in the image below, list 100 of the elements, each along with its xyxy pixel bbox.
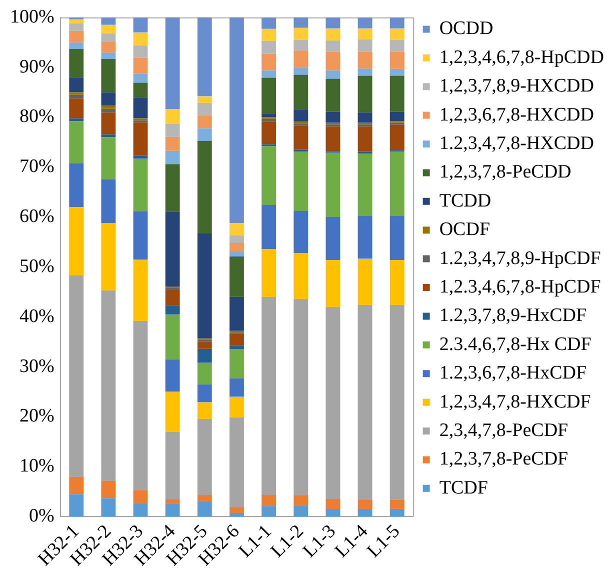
bar xyxy=(165,289,180,306)
legend-label: OCDD xyxy=(439,18,494,40)
bar xyxy=(230,507,244,513)
bar xyxy=(262,70,276,78)
bar xyxy=(294,210,308,253)
bar xyxy=(326,40,340,52)
bar xyxy=(294,67,308,75)
bar xyxy=(101,52,116,59)
bar xyxy=(262,17,276,29)
bar xyxy=(133,156,148,159)
bar xyxy=(133,122,148,156)
bar xyxy=(133,17,148,32)
bar xyxy=(230,345,244,350)
bar xyxy=(101,112,116,134)
bar xyxy=(197,342,212,349)
bar xyxy=(133,259,148,321)
bar xyxy=(262,28,276,41)
bar xyxy=(133,158,148,212)
bar xyxy=(197,362,212,384)
legend-label: 2,3,4,7,8-PeCDF xyxy=(439,420,568,441)
bar xyxy=(390,76,404,112)
bar xyxy=(197,234,212,338)
bar xyxy=(165,392,180,432)
bar xyxy=(262,78,276,114)
bar xyxy=(197,402,212,419)
bar xyxy=(326,260,340,307)
bar xyxy=(294,50,308,68)
legend-label: TCDF xyxy=(439,477,488,498)
legend-label: 1.2,3,6,7,8-HxCDF xyxy=(439,362,587,384)
bar xyxy=(262,118,276,122)
bar xyxy=(69,77,84,92)
bar xyxy=(358,216,372,258)
bar xyxy=(133,74,148,83)
bar xyxy=(165,504,180,517)
bar xyxy=(165,499,180,504)
bar xyxy=(358,68,372,76)
legend-label: TCDD xyxy=(439,190,492,212)
legend-label: 1.2,3,4,7,8-HXCDD xyxy=(439,132,594,154)
bar xyxy=(262,54,276,70)
bar xyxy=(101,41,116,52)
bar xyxy=(262,121,276,144)
bar xyxy=(294,253,308,299)
bar xyxy=(358,17,372,28)
bar xyxy=(230,349,244,378)
bar xyxy=(101,108,116,112)
bar xyxy=(294,109,308,122)
legend-label: 1.2,3,7,8,9-HxCDF xyxy=(439,305,587,326)
bar xyxy=(69,163,84,208)
bar xyxy=(101,33,116,42)
bar xyxy=(165,164,180,212)
bar xyxy=(326,508,340,517)
bar xyxy=(390,260,404,305)
bar xyxy=(390,124,404,150)
y-tick-label: 50% xyxy=(20,256,54,277)
bar xyxy=(326,306,340,499)
bar xyxy=(230,417,244,508)
bar xyxy=(262,249,276,297)
bar xyxy=(358,126,372,152)
bar xyxy=(326,17,340,28)
bar xyxy=(101,137,116,180)
bar xyxy=(358,52,372,68)
bar xyxy=(69,207,84,276)
bar xyxy=(358,76,372,112)
bar xyxy=(326,78,340,112)
bar xyxy=(101,106,116,109)
bar xyxy=(326,217,340,260)
bar xyxy=(101,17,116,25)
y-tick-label: 60% xyxy=(20,206,54,228)
bar xyxy=(197,115,212,128)
bar xyxy=(230,378,244,397)
y-tick-label: 90% xyxy=(20,56,54,78)
bar xyxy=(294,298,308,496)
bar xyxy=(294,495,308,506)
bar xyxy=(165,124,180,137)
bar xyxy=(133,97,148,118)
bar xyxy=(197,418,212,495)
bar xyxy=(197,348,212,363)
bar xyxy=(197,494,212,502)
bar xyxy=(101,290,116,481)
bar xyxy=(390,52,404,69)
y-tick-label: 100% xyxy=(10,6,54,28)
bar xyxy=(390,152,404,216)
bar xyxy=(230,334,244,346)
bar xyxy=(294,506,308,517)
legend-label: 1.2,3,4,7,8,9-HpCDF xyxy=(439,248,601,269)
bar xyxy=(69,98,84,118)
bar xyxy=(390,216,404,260)
bar xyxy=(69,94,84,98)
bar xyxy=(390,112,404,122)
bar xyxy=(358,39,372,52)
bar xyxy=(101,58,116,92)
bar xyxy=(69,275,84,477)
bar xyxy=(69,476,84,494)
bar xyxy=(358,154,372,216)
bar xyxy=(101,92,116,106)
bar xyxy=(262,40,276,54)
bar xyxy=(390,500,404,509)
bar xyxy=(165,150,180,164)
bar xyxy=(230,242,244,252)
bar xyxy=(165,305,180,314)
